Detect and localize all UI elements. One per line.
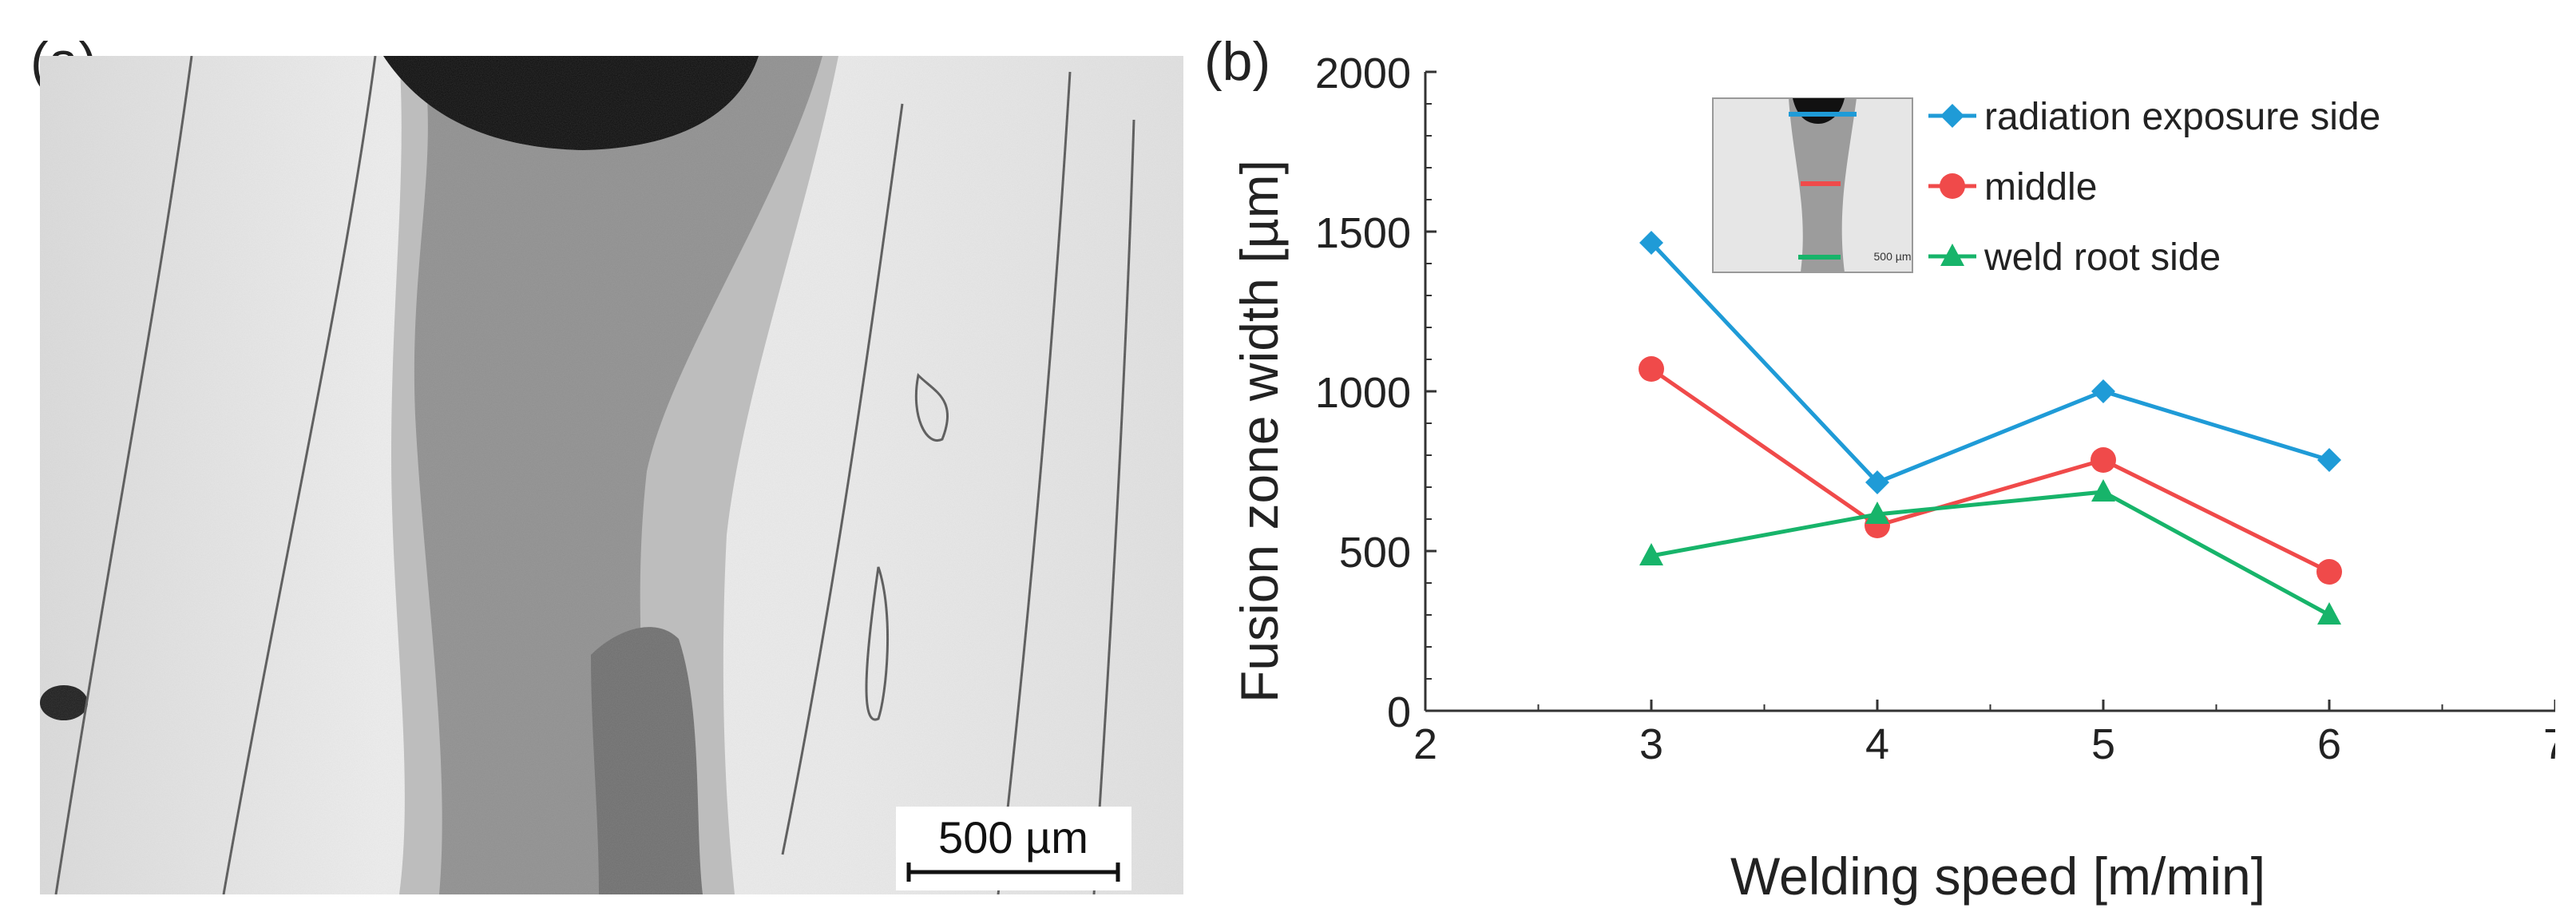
texture-overlay: [40, 56, 1183, 894]
legend-label-weld-root-side: weld root side: [1984, 236, 2221, 279]
data-point-radiation-exposure-side: [2317, 448, 2341, 472]
y-tick-label: 1500: [1315, 209, 1411, 257]
legend-marker-middle: [1940, 173, 1965, 199]
legend-marker-weld-root-side: [1940, 244, 1964, 266]
data-point-weld-root-side: [1865, 502, 1889, 524]
legend: radiation exposure side middle weld root s…: [1928, 96, 2380, 279]
series-line-radiation-exposure-side: [1650, 241, 2330, 485]
y-axis-label: Fusion zone width [µm]: [1230, 160, 1289, 703]
data-point-middle: [2316, 559, 2342, 585]
inset-scale-label: 500 µm: [1874, 250, 1912, 263]
axis-ticks: 0 500 1000 1500 2000 2 3 4 5 6 7: [1315, 50, 2555, 768]
data-point-radiation-exposure-side: [2091, 379, 2115, 403]
fusion-width-chart: 0 500 1000 1500 2000 2 3 4 5 6 7 500 µm radiation …: [1230, 50, 2555, 906]
legend-label-middle: middle: [1984, 166, 2097, 208]
data-point-radiation-exposure-side: [1865, 470, 1889, 494]
y-tick-label: 1000: [1315, 369, 1411, 417]
data-point-weld-root-side: [2091, 479, 2115, 502]
y-tick-label: 2000: [1315, 50, 1411, 97]
x-tick-label: 5: [2091, 720, 2115, 768]
legend-marker-radiation-exposure-side: [1940, 104, 1964, 128]
data-point-weld-root-side: [1639, 543, 1663, 565]
series-line-middle: [1650, 367, 2331, 574]
series-line-weld-root-side: [1651, 490, 2331, 617]
scale-bar-label: 500 µm: [938, 812, 1088, 863]
data-point-radiation-exposure-side: [1639, 231, 1663, 255]
x-tick-label: 7: [2543, 720, 2555, 768]
data-point-middle: [1639, 356, 1664, 382]
y-tick-label: 500: [1339, 529, 1411, 577]
x-tick-label: 6: [2317, 720, 2341, 768]
scale-bar-box: [896, 807, 1131, 890]
data-point-weld-root-side: [2317, 602, 2341, 625]
y-tick-label: 0: [1387, 688, 1411, 736]
x-axis-label: Welding speed [m/min]: [1730, 847, 2265, 906]
data-point-middle: [2091, 447, 2116, 473]
x-tick-label: 4: [1865, 720, 1889, 768]
panel-b-label: (b): [1204, 31, 1271, 92]
plot-area: [1639, 231, 2342, 625]
legend-label-radiation-exposure-side: radiation exposure side: [1984, 96, 2380, 138]
weld-micrograph: 500 µm: [40, 56, 1183, 894]
x-tick-label: 3: [1639, 720, 1663, 768]
x-tick-label: 2: [1413, 720, 1437, 768]
inset-micrograph: 500 µm: [1712, 97, 1913, 273]
